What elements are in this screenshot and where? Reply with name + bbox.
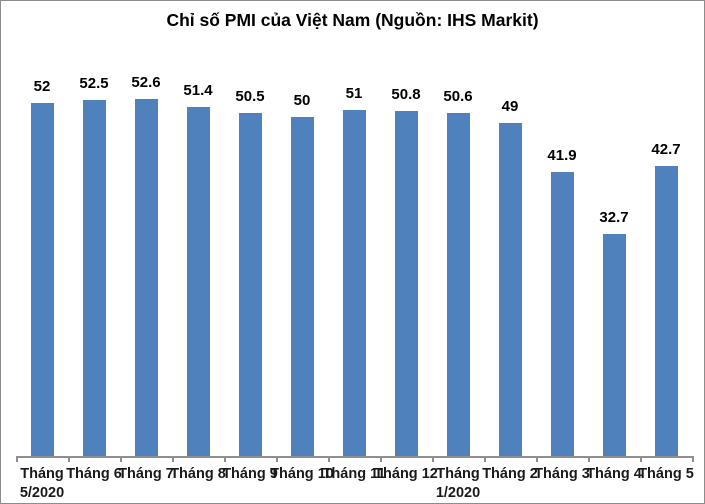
x-axis-category-label: Tháng 5 (638, 466, 694, 482)
bar-value-label: 52.6 (131, 74, 161, 91)
x-axis-category-label: Tháng 5/2020 (19, 466, 65, 501)
bar (187, 107, 210, 456)
bar-value-label: 50 (293, 92, 311, 109)
x-axis-tick (276, 456, 278, 462)
bar (239, 113, 262, 456)
x-axis-tick (172, 456, 174, 462)
bar-value-label: 32.7 (599, 209, 629, 226)
x-axis-category-label: Tháng 7 (118, 466, 174, 482)
bar (447, 113, 470, 456)
x-axis-tick (380, 456, 382, 462)
x-axis-category-label: Tháng 9 (222, 466, 278, 482)
bar-value-label: 51.4 (183, 82, 213, 99)
x-axis-category-label: Tháng 4 (586, 466, 642, 482)
bar (343, 110, 366, 456)
bar (551, 172, 574, 456)
x-axis-category-label: Tháng 1/2020 (435, 466, 481, 501)
x-axis-tick (224, 456, 226, 462)
bar-value-label: 52.5 (79, 75, 109, 92)
bar-value-label: 52 (33, 78, 51, 95)
bar-value-label: 51 (345, 85, 363, 102)
bar (135, 99, 158, 456)
x-axis-tick (432, 456, 434, 462)
bar-value-label: 50.8 (391, 86, 421, 103)
bar (291, 117, 314, 456)
x-axis-category-label: Tháng 3 (534, 466, 590, 482)
bar (655, 166, 678, 456)
x-axis-category-label: Tháng 8 (170, 466, 226, 482)
bar-value-label: 50.5 (235, 88, 265, 105)
x-axis-category-label: Tháng 2 (482, 466, 538, 482)
x-axis-tick (536, 456, 538, 462)
x-axis-tick (120, 456, 122, 462)
bar-value-label: 42.7 (651, 141, 681, 158)
bar-value-label: 50.6 (443, 88, 473, 105)
chart-title: Chỉ số PMI của Việt Nam (Nguồn: IHS Mark… (166, 10, 539, 30)
bar (31, 103, 54, 456)
x-axis-category-label: Tháng 11 (322, 466, 386, 482)
bar-value-label: 41.9 (547, 147, 577, 164)
x-axis-category-label: Tháng 10 (270, 466, 334, 482)
x-axis-tick (484, 456, 486, 462)
x-axis-tick (640, 456, 642, 462)
x-axis-line (16, 456, 692, 458)
x-axis-category-label: Tháng 6 (66, 466, 122, 482)
x-axis-tick (328, 456, 330, 462)
x-axis-tick (16, 456, 18, 462)
bar (603, 234, 626, 456)
x-axis-category-label: Tháng 12 (374, 466, 438, 482)
x-axis-tick (588, 456, 590, 462)
bar (499, 123, 522, 456)
bar (83, 100, 106, 456)
x-axis-tick (692, 456, 694, 462)
bar-value-label: 49 (501, 98, 519, 115)
bar (395, 111, 418, 456)
x-axis-tick (68, 456, 70, 462)
